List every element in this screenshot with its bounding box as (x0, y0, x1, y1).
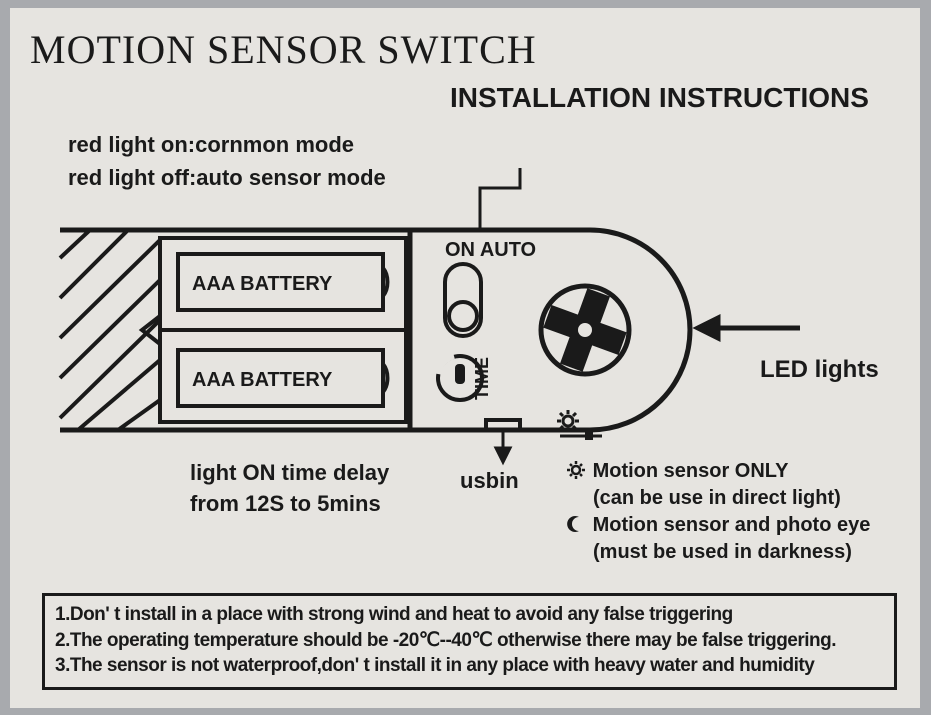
warning-2: 2.The operating temperature should be -2… (55, 628, 884, 654)
delay-line1: light ON time delay (190, 458, 389, 489)
instruction-sheet: MOTION SENSOR SWITCH INSTALLATION INSTRU… (10, 8, 920, 708)
sun-icon (557, 410, 579, 432)
motion-only-sub: (can be use in direct light) (565, 485, 870, 512)
time-delay-text: light ON time delay from 12S to 5mins (190, 458, 389, 520)
device-diagram: AAA BATTERY AAA BATTERY ON AUTO TIME (30, 168, 910, 508)
led-arrow-icon (698, 318, 800, 338)
motion-photo-sub: (must be used in darkness) (565, 539, 870, 566)
subtitle: INSTALLATION INSTRUCTIONS (450, 82, 869, 114)
sun-legend-icon (565, 460, 587, 480)
sensor-mode-legend: Motion sensor ONLY (can be use in direct… (565, 458, 870, 566)
mode-line-on: red light on:cornmon mode (68, 128, 386, 161)
on-auto-label: ON AUTO (445, 239, 536, 261)
warnings-box: 1.Don' t install in a place with strong … (42, 593, 897, 690)
time-label: TIME (472, 357, 492, 400)
sensor-lens-icon (534, 279, 637, 382)
motion-photo-title: Motion sensor and photo eye (593, 514, 871, 536)
delay-line2: from 12S to 5mins (190, 489, 389, 520)
led-lights-label: LED lights (760, 356, 879, 384)
moon-legend-icon (565, 514, 587, 534)
warning-1: 1.Don' t install in a place with strong … (55, 602, 884, 628)
moon-icon (590, 413, 598, 429)
battery-label-1: AAA BATTERY (192, 273, 333, 295)
main-title: MOTION SENSOR SWITCH (30, 26, 900, 73)
warning-3: 3.The sensor is not waterproof,don' t in… (55, 653, 884, 679)
motion-only-title: Motion sensor ONLY (593, 460, 789, 482)
usb-in-label: usbin (460, 468, 519, 494)
battery-label-2: AAA BATTERY (192, 369, 333, 391)
